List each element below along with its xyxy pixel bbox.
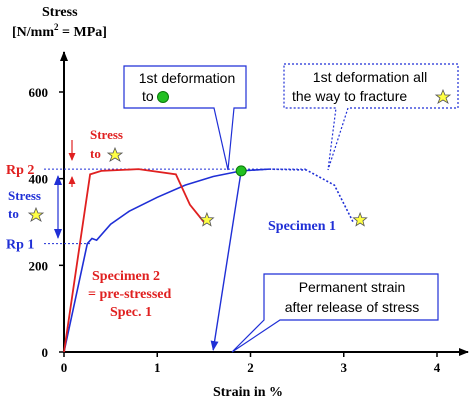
axis-ticks: 0 1 2 3 4 0 200 400 600 [29, 85, 441, 375]
specimen-2-label-line2: = pre-stressed [88, 287, 171, 302]
series-specimen-1 [63, 168, 270, 353]
green-dot-marker [235, 165, 247, 177]
stress-to-blue-line2: to [8, 206, 19, 221]
series-specimen-2 [63, 168, 205, 353]
star-marker-specimen-2 [199, 211, 215, 227]
x-tick-label: 1 [154, 360, 161, 375]
rp2-label: Rp 2 [6, 163, 34, 178]
star-icon-blue-annotation [27, 206, 45, 222]
x-axis-label: Strain in % [213, 385, 283, 400]
series-unloading-line [210, 170, 242, 351]
callout-box-permanent-strain-line1: Permanent strain [299, 279, 406, 295]
rp1-label: Rp 1 [6, 238, 34, 253]
series-specimen-1-fracture [241, 168, 354, 223]
star-marker-specimen-1 [352, 211, 368, 227]
x-tick-label: 2 [247, 360, 254, 375]
callout-box-fracture-line1: 1st deformation all [313, 69, 427, 85]
stress-to-blue-line1: Stress [8, 188, 41, 203]
y-tick-label: 600 [29, 85, 49, 100]
green-dot-icon-callout [157, 91, 169, 103]
y-tick-label: 200 [29, 258, 49, 273]
stress-to-red-line2: to [90, 146, 101, 161]
callout-box-first-deformation [123, 65, 247, 171]
y-axis-label-line1: Stress [42, 5, 78, 20]
x-tick-label: 4 [434, 360, 441, 375]
star-icon-callout [434, 88, 452, 104]
x-tick-label: 0 [61, 360, 68, 375]
y-tick-label: 400 [29, 172, 49, 187]
y-axis-label-line2: [N/mm2 = MPa] [12, 22, 107, 40]
callout-box-permanent-strain-line2: after release of stress [285, 299, 420, 315]
callout-box-fracture [283, 63, 459, 171]
x-tick-label: 3 [341, 360, 348, 375]
specimen-2-label-line3: Spec. 1 [110, 305, 152, 320]
specimen-1-label: Specimen 1 [268, 219, 336, 234]
stress-to-red-line1: Stress [90, 127, 123, 142]
callout-box-first-deformation-line1: 1st deformation [139, 70, 236, 86]
callout-box-first-deformation-line2: to [142, 88, 154, 104]
y-tick-label: 0 [42, 345, 49, 360]
callout-box-permanent-strain [231, 273, 439, 353]
specimen-2-label-line1: Specimen 2 [92, 269, 160, 284]
callout-box-fracture-line2: the way to fracture [292, 88, 407, 104]
star-icon-red-annotation [106, 146, 124, 162]
